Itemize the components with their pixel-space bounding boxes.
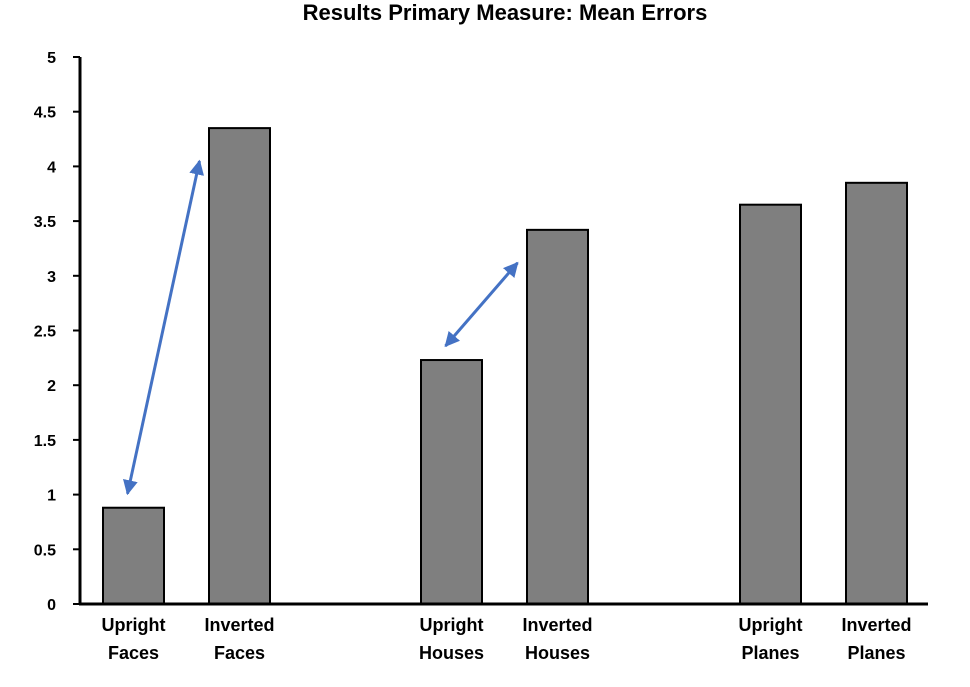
- x-tick-label-line: Inverted: [204, 615, 274, 635]
- y-tick-label: 2.5: [34, 324, 56, 341]
- annotations: [123, 159, 519, 496]
- x-tick-label-5: Inverted Planes: [841, 615, 911, 663]
- bar-1: [208, 127, 271, 606]
- y-tick-label: 1: [47, 488, 56, 505]
- x-tick-label-2: Upright Houses: [419, 615, 484, 663]
- y-tick-label: 3: [47, 269, 56, 286]
- x-tick-label-4: Upright Planes: [739, 615, 803, 663]
- bar-4: [739, 203, 802, 605]
- bar-2: [420, 359, 483, 605]
- bar-3: [526, 228, 589, 606]
- chart-title: Results Primary Measure: Mean Errors: [303, 0, 708, 25]
- x-tick-label-1: Inverted Faces: [204, 615, 274, 663]
- x-tick-label-line: Planes: [741, 643, 799, 663]
- y-axis: 0 0.5 1 1.5 2 2.5 3 3.5 4 4.5 5: [34, 50, 82, 614]
- bar-5: [845, 181, 908, 605]
- x-tick-label-0: Upright Faces: [102, 615, 166, 663]
- x-tick-label-line: Upright: [739, 615, 803, 635]
- x-tick-label-line: Faces: [108, 643, 159, 663]
- double-arrow-1: [444, 261, 519, 348]
- y-tick-label: 4: [47, 159, 56, 176]
- y-tick-label: 0.5: [34, 542, 56, 559]
- y-tick-label: 0: [47, 597, 56, 614]
- y-tick-label: 3.5: [34, 214, 56, 231]
- x-tick-label-3: Inverted Houses: [522, 615, 592, 663]
- bar-0: [102, 506, 165, 605]
- y-tick-label: 5: [47, 50, 56, 67]
- x-tick-label-line: Houses: [419, 643, 484, 663]
- double-arrow-0: [123, 159, 204, 496]
- x-tick-label-line: Houses: [525, 643, 590, 663]
- y-tick-label: 1.5: [34, 433, 56, 450]
- x-tick-label-line: Upright: [420, 615, 484, 635]
- bars-layer: [102, 127, 908, 606]
- x-tick-label-line: Faces: [214, 643, 265, 663]
- y-tick-label: 4.5: [34, 105, 56, 122]
- x-tick-label-line: Inverted: [841, 615, 911, 635]
- x-tick-label-line: Planes: [847, 643, 905, 663]
- x-tick-label-line: Upright: [102, 615, 166, 635]
- x-tick-label-line: Inverted: [522, 615, 592, 635]
- y-tick-label: 2: [47, 378, 56, 395]
